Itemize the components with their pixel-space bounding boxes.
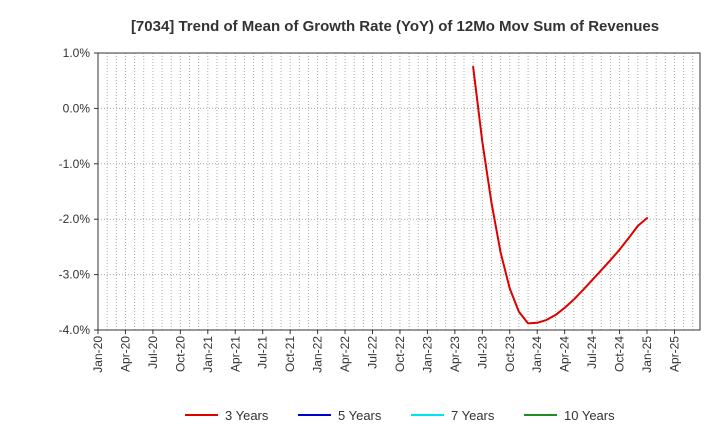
y-tick-label: 0.0% (63, 101, 91, 115)
x-tick-label: Apr-22 (338, 336, 352, 372)
x-tick-label: Jan-25 (640, 336, 654, 373)
x-tick-label: Jul-21 (256, 336, 270, 369)
x-tick-label: Jul-22 (366, 336, 380, 369)
x-tick-label: Jul-23 (475, 336, 489, 369)
chart-title: [7034] Trend of Mean of Growth Rate (YoY… (131, 18, 659, 35)
x-tick-label: Oct-20 (173, 336, 187, 372)
y-tick-label: -3.0% (59, 268, 91, 282)
x-tick-label: Jan-20 (91, 336, 105, 373)
grid-layer (98, 52, 700, 331)
x-tick-label: Jan-24 (530, 336, 544, 373)
x-tick-label: Jan-23 (420, 336, 434, 373)
legend: 3 Years 5 Years 7 Years 10 Years (185, 408, 615, 423)
legend-label-5-years: 5 Years (338, 408, 382, 423)
series-layer (472, 65, 648, 325)
legend-label-3-years: 3 Years (225, 408, 269, 423)
y-tick-label: -2.0% (59, 212, 91, 226)
x-tick-label: Jan-21 (201, 336, 215, 373)
y-tick-label: -1.0% (59, 157, 91, 171)
x-tick-label: Jan-22 (311, 336, 325, 373)
x-tick-label: Apr-21 (228, 336, 242, 372)
plot-frame (97, 52, 701, 331)
y-axis: 1.0% 0.0% -1.0% -2.0% -3.0% -4.0% (59, 46, 98, 337)
x-tick-label: Apr-25 (667, 336, 681, 372)
x-tick-label: Jul-24 (585, 336, 599, 369)
x-tick-label: Oct-22 (393, 336, 407, 372)
y-tick-label: -4.0% (59, 323, 91, 337)
x-tick-label: Apr-20 (118, 336, 132, 372)
x-tick-label: Jul-20 (146, 336, 160, 369)
x-tick-label: Oct-23 (503, 336, 517, 372)
x-tick-label: Apr-23 (448, 336, 462, 372)
y-tick-label: 1.0% (63, 46, 91, 60)
x-tick-label: Apr-24 (558, 336, 572, 372)
series-line-3-years (472, 65, 648, 325)
x-tick-label: Oct-21 (283, 336, 297, 372)
x-tick-label: Oct-24 (613, 336, 627, 372)
x-axis: Jan-20 Apr-20 Jul-20 Oct-20 Jan-21 Apr-21 Jul-… (91, 330, 681, 373)
legend-label-7-years: 7 Years (451, 408, 495, 423)
legend-label-10-years: 10 Years (564, 408, 615, 423)
